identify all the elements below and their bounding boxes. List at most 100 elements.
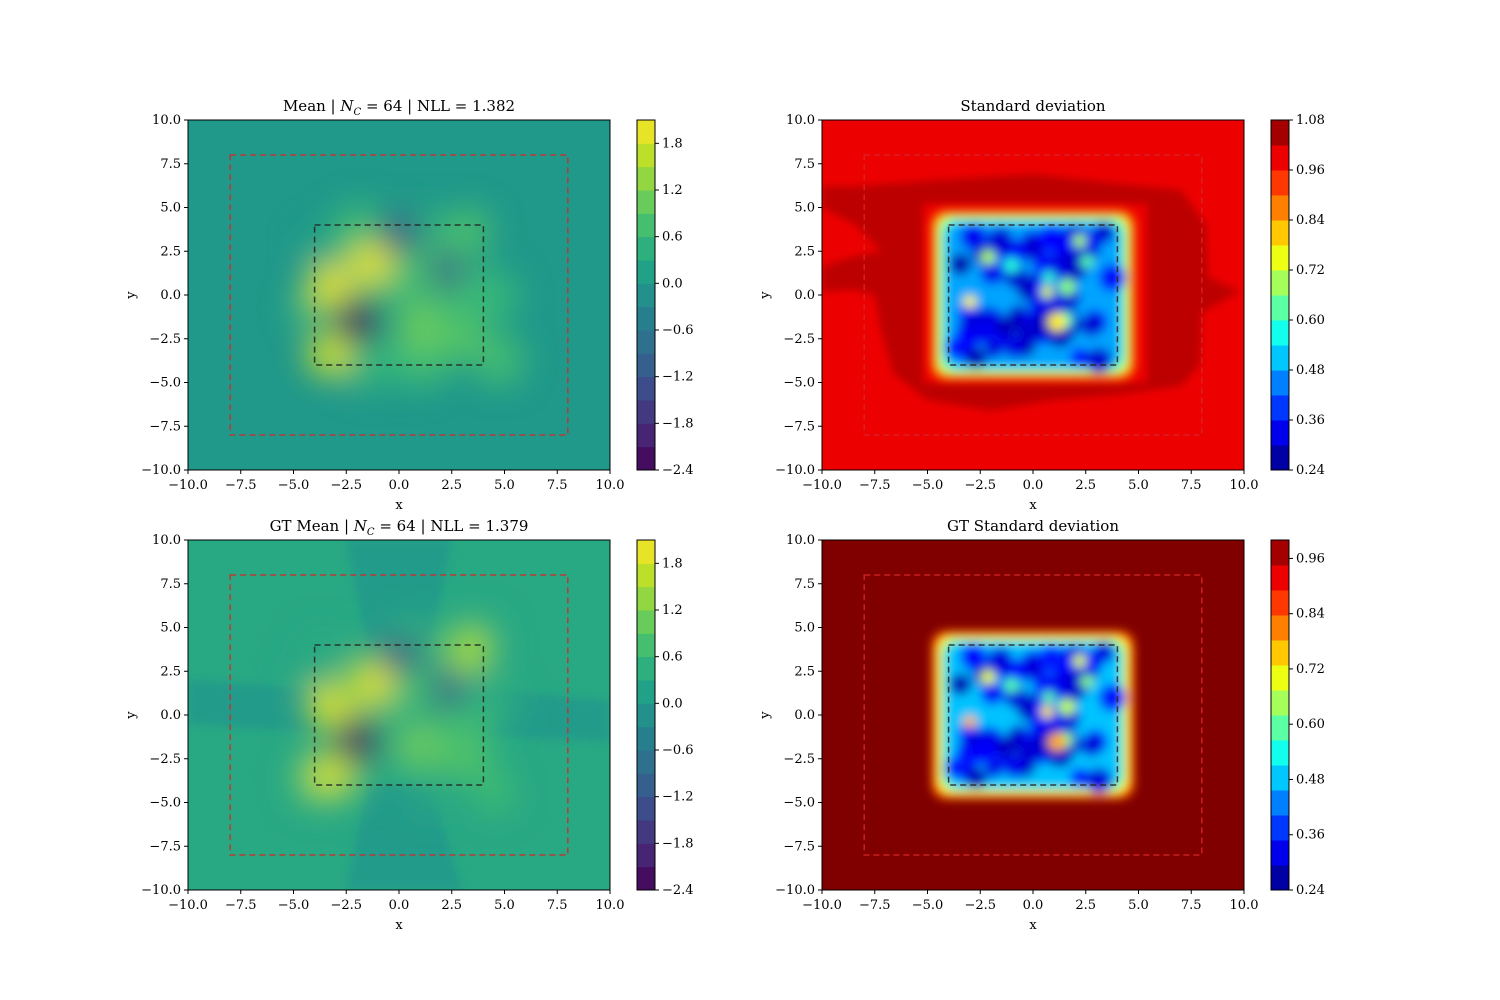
x-tick-label: 10.0 xyxy=(1230,898,1259,913)
x-tick-label: −10.0 xyxy=(168,898,208,913)
sample-point xyxy=(1086,347,1112,374)
region-box xyxy=(313,224,485,366)
sample-point xyxy=(965,347,987,369)
colorbar-segment xyxy=(1271,790,1289,816)
y-tick-label: 2.5 xyxy=(794,664,815,679)
colorbar-tick-label: 0.36 xyxy=(1296,413,1325,428)
colorbar-segment xyxy=(637,703,655,728)
colorbar-tick-label: 1.2 xyxy=(662,183,683,198)
colorbar-segment xyxy=(637,120,655,144)
colorbar-segment xyxy=(1271,840,1289,866)
colorbar-segment xyxy=(637,213,655,238)
colorbar-tick-label: −1.2 xyxy=(662,790,694,805)
colorbar-segment xyxy=(1271,640,1289,666)
colorbar-segment xyxy=(1271,540,1289,566)
colorbar-segment xyxy=(637,376,655,401)
y-tick-label: 0.0 xyxy=(794,288,815,303)
field-blob xyxy=(469,271,520,321)
colorbar-tick-label: 0.6 xyxy=(662,650,683,665)
sample-point xyxy=(984,339,1004,359)
gap-region xyxy=(963,715,977,729)
y-tick-label: −10.0 xyxy=(141,463,181,478)
y-ticks: −10.0 −7.5 −5.0 −2.5 0.0 2.5 5.0 7.5 10.0 xyxy=(141,533,188,898)
colorbar-tick-label: 0.0 xyxy=(662,276,683,291)
x-tick-label: −10.0 xyxy=(802,478,842,493)
colorbar-segment xyxy=(1271,370,1289,396)
y-ticks: −10.0 −7.5 −5.0 −2.5 0.0 2.5 5.0 7.5 10.0 xyxy=(775,113,822,478)
colorbar: −2.4 −1.8 −1.2 −0.6 0.0 0.6 1.2 1.8 xyxy=(636,119,694,478)
colorbar-segment xyxy=(637,610,655,634)
y-tick-label: 10.0 xyxy=(152,113,181,128)
chart-title: GT Mean | NC = 64 | NLL = 1.379 xyxy=(270,517,529,538)
x-tick-label: 5.0 xyxy=(494,898,515,913)
colorbar-tick-label: 1.2 xyxy=(662,603,683,618)
colorbar-tick-label: −1.8 xyxy=(662,836,694,851)
y-axis-label: y xyxy=(758,291,773,300)
y-axis-label: y xyxy=(124,291,139,300)
colorbar-segment xyxy=(1271,420,1289,446)
x-tick-label: 7.5 xyxy=(547,898,568,913)
field-blob xyxy=(289,651,328,690)
colorbar-segment xyxy=(637,866,655,891)
colorbar-segment xyxy=(637,680,655,704)
sample-point xyxy=(965,767,987,789)
x-tick-label: 5.0 xyxy=(1128,898,1149,913)
sample-point xyxy=(1098,683,1127,712)
x-ticks: −10.0 −7.5 −5.0 −2.5 0.0 2.5 5.0 7.5 10.0 xyxy=(802,470,1258,493)
y-tick-label: 7.5 xyxy=(794,577,815,592)
gap-region xyxy=(963,295,977,309)
y-tick-label: −2.5 xyxy=(149,332,181,347)
x-tick-label: −10.0 xyxy=(168,478,208,493)
sample-point xyxy=(1086,767,1112,794)
sample-point xyxy=(980,681,1004,705)
field-band xyxy=(346,540,452,645)
sample-point xyxy=(996,735,1018,757)
x-tick-label: −2.5 xyxy=(964,478,996,493)
y-tick-label: 5.0 xyxy=(794,621,815,636)
y-tick-label: 0.0 xyxy=(160,288,181,303)
y-tick-label: −7.5 xyxy=(149,419,181,434)
y-tick-label: 2.5 xyxy=(160,664,181,679)
colorbar-segment xyxy=(1271,245,1289,271)
plot-area xyxy=(188,540,610,890)
x-tick-label: 5.0 xyxy=(1128,478,1149,493)
gap-region xyxy=(1058,698,1076,716)
gap-region xyxy=(1042,271,1055,284)
y-tick-label: −7.5 xyxy=(149,839,181,854)
gap-region xyxy=(1080,675,1094,689)
colorbar-tick-label: 0.48 xyxy=(1296,363,1325,378)
sample-point xyxy=(1070,767,1090,788)
region-box xyxy=(947,644,1119,786)
colorbar-tick-label: 0.60 xyxy=(1296,717,1325,732)
colorbar-segment xyxy=(1271,615,1289,641)
sample-point xyxy=(1080,314,1103,337)
y-tick-label: −2.5 xyxy=(149,752,181,767)
colorbar-segment xyxy=(637,400,655,424)
y-tick-label: −2.5 xyxy=(783,332,815,347)
x-tick-label: −2.5 xyxy=(964,898,996,913)
field-features xyxy=(291,203,525,392)
y-tick-label: 7.5 xyxy=(160,157,181,172)
colorbar-segment xyxy=(637,446,655,471)
panel-gt-std: GT Standard deviation −10.0 −7.5 −5.0 −2.5 0… xyxy=(758,517,1325,933)
y-tick-label: −10.0 xyxy=(775,883,815,898)
colorbar-segment xyxy=(1271,590,1289,616)
colorbar-segment xyxy=(1271,170,1289,196)
colorbar-segment xyxy=(637,190,655,214)
colorbar-segment xyxy=(1271,690,1289,716)
gap-region xyxy=(1047,312,1067,332)
field-peak xyxy=(334,299,379,344)
colorbar-tick-label: −2.4 xyxy=(662,883,694,898)
field-band xyxy=(188,680,315,733)
sample-point xyxy=(1037,645,1065,673)
sample-point xyxy=(1016,319,1042,345)
colorbar-tick-label: 0.84 xyxy=(1296,607,1325,622)
colorbar-segment xyxy=(637,633,655,658)
colorbar-segment xyxy=(1271,195,1289,221)
colorbar-segment xyxy=(1271,445,1289,471)
x-tick-label: −5.0 xyxy=(912,898,944,913)
colorbar-tick-label: 0.96 xyxy=(1296,163,1325,178)
field-features xyxy=(931,211,1135,379)
y-tick-label: 0.0 xyxy=(160,708,181,723)
sample-point xyxy=(996,315,1018,337)
